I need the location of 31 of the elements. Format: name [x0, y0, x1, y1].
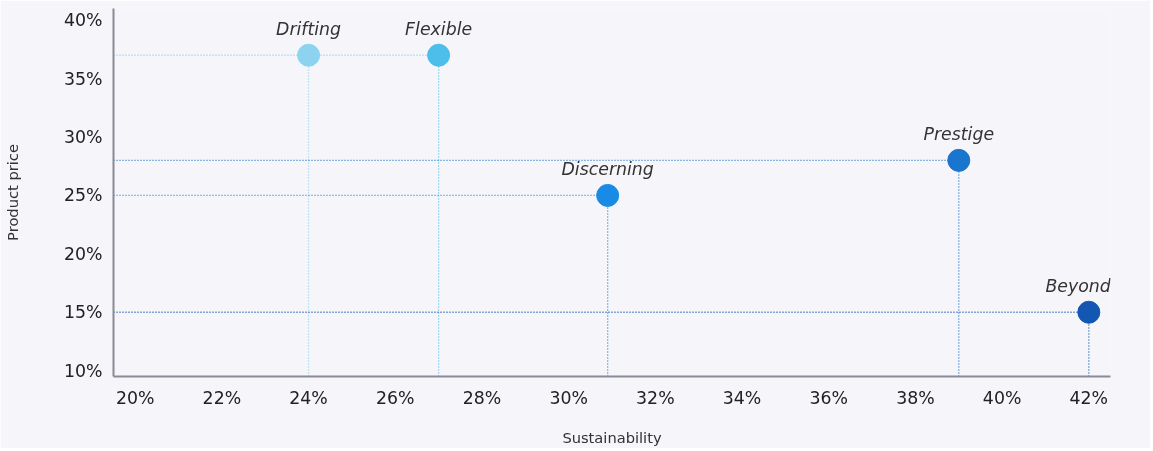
x-tick-label: 20%: [115, 387, 155, 408]
y-tick-label: 15%: [63, 302, 103, 323]
point: [947, 148, 971, 172]
x-tick-label: 34%: [722, 387, 762, 408]
y-tick-label: 20%: [63, 243, 103, 264]
series-label: Drifting: [276, 19, 342, 40]
series-label: Beyond: [1045, 276, 1112, 297]
y-tick-label: 40%: [63, 10, 103, 31]
x-tick-label: 40%: [982, 387, 1022, 408]
series-label: Discerning: [561, 159, 654, 180]
x-tick-label: 30%: [549, 387, 588, 408]
series-label: Prestige: [923, 124, 995, 145]
x-tick-label: 26%: [376, 387, 415, 408]
x-tick-label: 36%: [809, 387, 848, 408]
y-tick-label: 10%: [63, 360, 103, 381]
x-tick-label: 42%: [1069, 387, 1109, 408]
x-tick-label: 32%: [636, 387, 675, 408]
y-tick-label: 25%: [63, 185, 103, 206]
point: [427, 43, 451, 67]
point: [596, 183, 620, 207]
y-tick-label: 30%: [63, 127, 103, 148]
series-label: Flexible: [405, 19, 473, 40]
x-tick-label: 22%: [202, 387, 242, 408]
x-tick-label: 24%: [289, 387, 328, 408]
point: [1077, 300, 1101, 324]
y-axis-title: Product price: [3, 144, 21, 241]
y-tick-label: 35%: [63, 68, 103, 89]
point: [297, 43, 321, 67]
x-tick-label: 38%: [896, 387, 935, 408]
x-tick-label: 28%: [462, 387, 502, 408]
x-axis-title: Sustainability: [562, 428, 662, 446]
